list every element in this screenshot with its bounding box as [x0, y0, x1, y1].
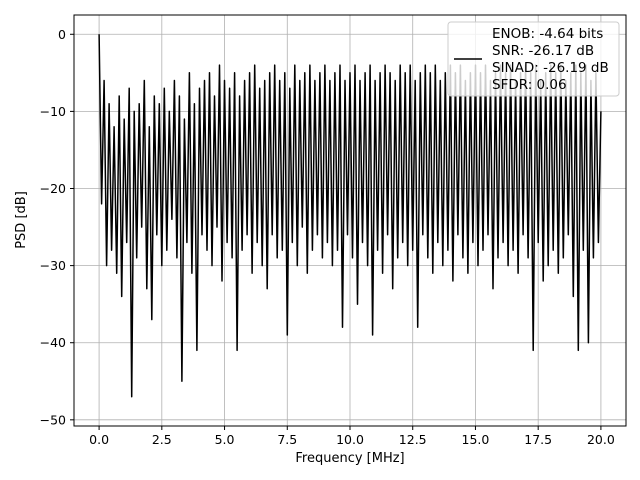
y-tick-label: −50	[40, 412, 66, 427]
x-tick-label: 20.0	[587, 432, 615, 447]
y-tick-label: −30	[40, 258, 66, 273]
x-axis-label: Frequency [MHz]	[295, 451, 404, 466]
x-tick-label: 12.5	[399, 432, 427, 447]
legend-snr: SNR: -26.17 dB	[492, 43, 594, 59]
y-tick-label: −40	[40, 335, 66, 350]
legend-box	[447, 21, 620, 97]
legend-sinad: SINAD: -26.19 dB	[492, 60, 609, 76]
ticks: 0.0 2.5 5.0 7.5 10.0 12.5 15.0 17.5 20.0 0 −10 −20 −…	[40, 27, 615, 447]
legend-enob: ENOB: -4.64 bits	[492, 26, 603, 42]
x-tick-label: 10.0	[336, 432, 364, 447]
x-tick-label: 7.5	[277, 432, 297, 447]
y-tick-label: −20	[40, 181, 66, 196]
x-tick-label: 5.0	[215, 432, 235, 447]
x-tick-label: 15.0	[462, 432, 490, 447]
legend-sfdr: SFDR: 0.06	[492, 77, 567, 93]
psd-series-line	[98, 34, 602, 398]
x-tick-label: 17.5	[524, 432, 552, 447]
y-axis-label: PSD [dB]	[14, 191, 29, 249]
y-tick-label: −10	[40, 104, 66, 119]
x-tick-label: 2.5	[152, 432, 172, 447]
plot-area	[98, 34, 602, 398]
legend: ENOB: -4.64 bits SNR: -26.17 dB SINAD: -…	[447, 21, 620, 97]
y-tick-label: 0	[58, 27, 66, 42]
x-tick-label: 0.0	[89, 432, 109, 447]
